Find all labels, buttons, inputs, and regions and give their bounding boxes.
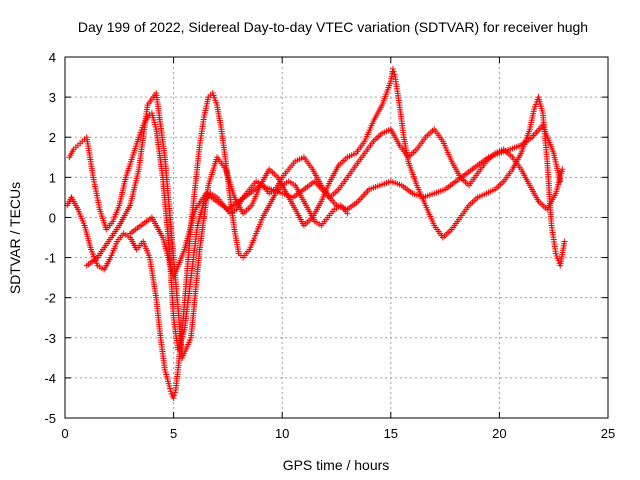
x-tick-label: 25 [601, 426, 615, 441]
data-points [64, 66, 568, 401]
data-point-track-c [389, 66, 396, 73]
data-point-track-a-interp [166, 385, 173, 392]
data-point-track-c [561, 238, 568, 245]
data-point-track-a-interp [171, 392, 178, 399]
y-tick-label: -2 [44, 291, 56, 306]
y-axis-label: SDTVAR / TECUs [7, 182, 23, 294]
y-tick-label: 1 [49, 170, 56, 185]
data-point-track-a-interp [167, 388, 174, 395]
y-tick-label: 0 [49, 210, 56, 225]
axis-ticks: 0 5 10 15 20 25 -5 -4 -3 -2 -1 0 1 2 3 4 [44, 50, 615, 441]
plot-frame [64, 56, 609, 419]
data-point-track-b [559, 166, 566, 173]
x-axis-label: GPS time / hours [283, 457, 390, 473]
y-tick-label: 4 [49, 50, 56, 65]
data-point-track-a [170, 394, 177, 401]
data-point-track-d [557, 178, 564, 185]
y-tick-label: -3 [44, 331, 56, 346]
x-tick-label: 0 [61, 426, 68, 441]
y-tick-label: -4 [44, 371, 56, 386]
data-point-track-a [166, 382, 173, 389]
y-tick-label: -1 [44, 251, 56, 266]
chart-title: Day 199 of 2022, Sidereal Day-to-day VTE… [78, 19, 588, 35]
data-point-track-c-interp [390, 68, 397, 75]
data-point-track-c-interp [391, 71, 398, 78]
x-tick-label: 5 [170, 426, 177, 441]
x-tick-label: 10 [275, 426, 289, 441]
x-tick-label: 20 [492, 426, 506, 441]
data-point-track-a-interp [172, 389, 179, 396]
y-tick-label: 2 [49, 130, 56, 145]
y-tick-label: 3 [49, 90, 56, 105]
x-tick-label: 15 [384, 426, 398, 441]
y-tick-label: -5 [44, 411, 56, 426]
